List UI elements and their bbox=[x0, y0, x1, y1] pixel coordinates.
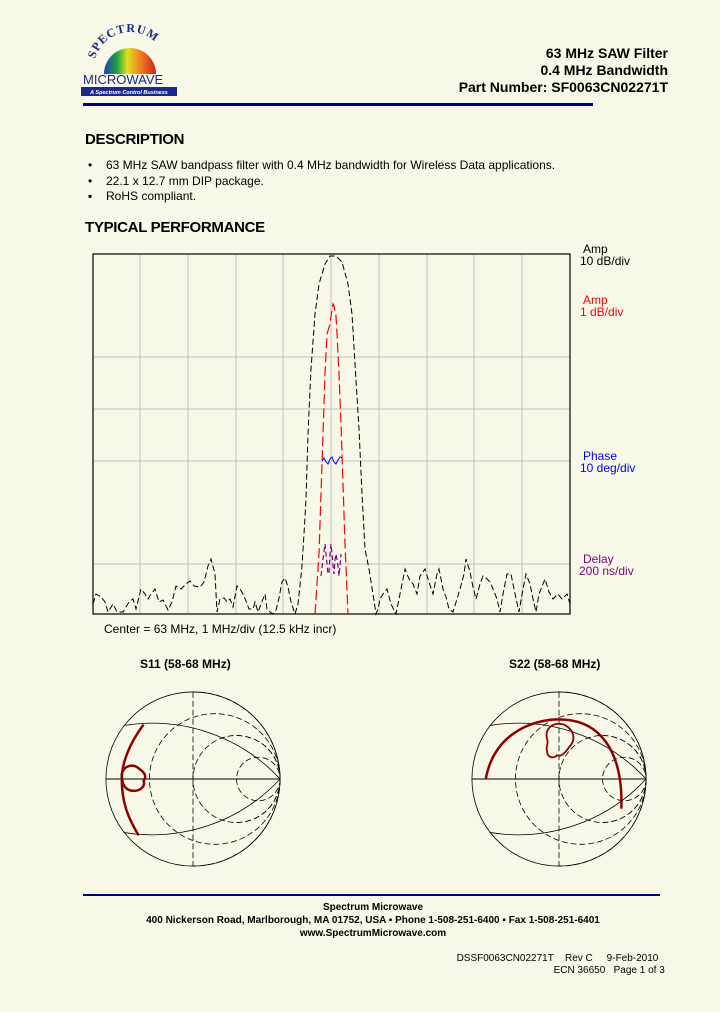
performance-heading: TYPICAL PERFORMANCE bbox=[85, 219, 265, 236]
revision: Rev C bbox=[564, 953, 593, 964]
s22-trace bbox=[484, 718, 623, 809]
doc-meta-line1: DSSF0063CN02271T Rev C 9-Feb-2010 bbox=[451, 941, 659, 965]
amp-1db-trace bbox=[314, 302, 349, 615]
doc-id: DSSF0063CN02271T bbox=[456, 953, 554, 964]
description-heading: DESCRIPTION bbox=[85, 131, 185, 148]
legend-scale: 10 deg/div bbox=[580, 461, 636, 475]
doc-date: 9-Feb-2010 bbox=[606, 953, 659, 964]
legend-phase: Phase 10 deg/div bbox=[580, 449, 636, 475]
legend-scale: 1 dB/div bbox=[580, 305, 624, 319]
amp-10db-trace bbox=[92, 255, 571, 616]
legend-amp-10db: Amp 10 dB/div bbox=[580, 242, 631, 268]
product-title: 63 MHz SAW Filter bbox=[545, 45, 668, 61]
footer-website-link[interactable]: www.SpectrumMicrowave.com bbox=[299, 928, 447, 939]
description-bullet: 63 MHz SAW bandpass filter with 0.4 MHz … bbox=[84, 158, 555, 174]
description-list: 63 MHz SAW bandpass filter with 0.4 MHz … bbox=[84, 158, 555, 205]
s11-title: S11 (58-68 MHz) bbox=[140, 657, 231, 671]
legend-scale: 200 ns/div bbox=[579, 564, 634, 578]
page-number: Page 1 of 3 bbox=[613, 965, 665, 976]
company-logo: SPECTRUM MICROWAVE A Spectrum Control Bu… bbox=[80, 21, 180, 98]
header-divider bbox=[83, 103, 593, 106]
description-bullet: RoHS compliant. bbox=[84, 189, 555, 205]
legend-label: Delay bbox=[583, 552, 614, 566]
s11-trace bbox=[120, 723, 147, 837]
chart-grid bbox=[93, 254, 570, 614]
s11-smith-chart bbox=[105, 691, 281, 867]
footer-company: Spectrum Microwave bbox=[322, 902, 424, 913]
description-bullet: 22.1 x 12.7 mm DIP package. bbox=[84, 174, 555, 190]
legend-label: Amp bbox=[583, 293, 608, 307]
frequency-response-chart bbox=[92, 253, 571, 616]
phase-trace bbox=[321, 456, 343, 465]
bandwidth-subtitle: 0.4 MHz Bandwidth bbox=[540, 62, 668, 78]
footer-address: 400 Nickerson Road, Marlborough, MA 0175… bbox=[146, 915, 600, 926]
legend-label: Amp bbox=[583, 242, 608, 256]
legend-delay: Delay 200 ns/div bbox=[579, 552, 634, 577]
legend-scale: 10 dB/div bbox=[580, 254, 631, 268]
s22-smith-chart bbox=[471, 691, 647, 867]
legend-label: Phase bbox=[583, 449, 618, 463]
legend-amp-1db: Amp 1 dB/div bbox=[580, 293, 624, 319]
ecn-number: ECN 36650 bbox=[553, 965, 606, 976]
footer-divider bbox=[83, 894, 660, 896]
doc-meta-line2: ECN 36650 Page 1 of 3 bbox=[548, 953, 665, 977]
logo-rainbow-icon: SPECTRUM MICROWAVE A Spectrum Control Bu… bbox=[81, 21, 177, 96]
svg-text:A Spectrum Control Business: A Spectrum Control Business bbox=[89, 90, 168, 96]
chart-caption: Center = 63 MHz, 1 MHz/div (12.5 kHz inc… bbox=[104, 622, 337, 636]
svg-text:MICROWAVE: MICROWAVE bbox=[83, 72, 163, 87]
part-number: Part Number: SF0063CN02271T bbox=[458, 79, 668, 95]
s22-title: S22 (58-68 MHz) bbox=[509, 657, 601, 671]
header-block: 63 MHz SAW Filter 0.4 MHz Bandwidth Part… bbox=[459, 45, 668, 96]
